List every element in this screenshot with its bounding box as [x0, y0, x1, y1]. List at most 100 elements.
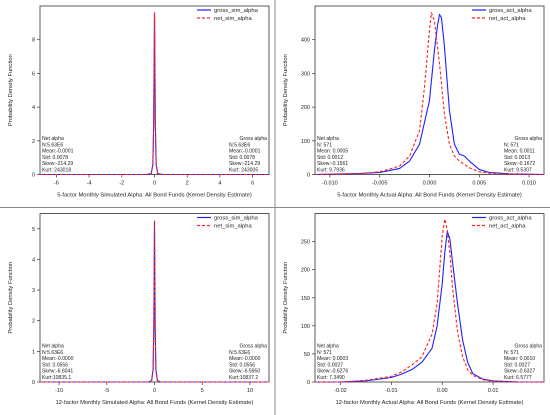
- stats-net-line: Mean:-0.0000: [42, 356, 74, 362]
- stats-net-line: Skew:-0.1561: [317, 161, 348, 167]
- stats-gross-line: N:5.63E6: [229, 350, 250, 356]
- y-tick-label: 0: [307, 380, 310, 386]
- stats-net-line: Std: 0.0556: [42, 362, 68, 368]
- x-tick-label: 0: [153, 181, 156, 187]
- x-axis-title: 5-factor Monthly Actual Alpha: All Bond …: [337, 193, 522, 199]
- stats-gross-line: Kurt:10837.2: [229, 375, 258, 381]
- stats-net-line: Kurt: 243018: [42, 168, 71, 174]
- stats-net-line: Kurt: 7.3490: [317, 375, 345, 381]
- x-tick-label: -5: [104, 388, 109, 394]
- legend-label-net_act_alpha: net_act_alpha: [489, 224, 526, 230]
- y-tick-label: 8: [32, 38, 35, 44]
- y-axis-title: Probability Density Function: [283, 54, 289, 126]
- stats-net-line: N: 571: [317, 142, 332, 148]
- x-tick-label: -0.005: [372, 181, 388, 187]
- stats-gross-line: Skew:-6.5950: [229, 369, 260, 375]
- legend-label-net_act_alpha: net_act_alpha: [489, 16, 526, 22]
- stats-net-line: Mean: 0.0003: [317, 356, 348, 362]
- x-tick-label: -10: [55, 388, 63, 394]
- stats-net-line: N:5.63E6: [42, 142, 63, 148]
- y-tick-label: 4: [32, 105, 35, 111]
- stats-gross-line: Skew:-214.29: [229, 161, 260, 167]
- y-axis-title: Probability Density Function: [283, 262, 289, 334]
- series-line-gross_act_alpha: [314, 13, 545, 176]
- y-tick-label: 100: [301, 139, 310, 145]
- stats-gross-title: Gross alpha: [515, 344, 543, 350]
- x-tick-label: 0.00: [437, 388, 448, 394]
- chart-panel-4: 0 50 100 150 200 250 -0.02 -0.01 0.00 0.01 12-fact…: [283, 213, 545, 406]
- x-tick-label: -0.010: [322, 181, 338, 187]
- stats-gross-line: Skew:-0.6327: [504, 369, 535, 375]
- stats-net-title: Net alpha: [42, 344, 64, 350]
- x-tick-label: -0.01: [385, 388, 398, 394]
- stats-gross-line: Mean: 0.0010: [504, 356, 535, 362]
- y-tick-label: 50: [304, 352, 310, 358]
- x-axis-title: 12-factor Monthly Simulated Alpha: All B…: [56, 400, 254, 406]
- stats-gross-line: Mean: 0.0011: [504, 149, 535, 155]
- x-tick-label: 0.010: [522, 181, 536, 187]
- series-line-net_sim_alpha: [40, 12, 269, 176]
- chart-panel-3: 0 1 2 3 4 5 -10 -5 0 5 10 12-factor Monthly Simulat…: [8, 213, 270, 406]
- y-tick-label: 100: [301, 324, 310, 330]
- y-tick-label: 200: [301, 105, 310, 111]
- stats-net-line: Skew:-214.29: [42, 161, 73, 167]
- stats-gross-line: Std: 0.0027: [504, 362, 530, 368]
- y-tick-label: 2: [32, 139, 35, 145]
- legend-label-gross_act_alpha: gross_act_alpha: [489, 216, 532, 222]
- series-line-net_act_alpha: [314, 12, 545, 176]
- stats-gross-line: Std: 0.0078: [229, 155, 255, 161]
- y-tick-label: 250: [301, 240, 310, 246]
- stats-net-line: N: 571: [317, 350, 332, 356]
- stats-net-line: N:5.63E6: [42, 350, 63, 356]
- stats-gross-line: N: 571: [504, 142, 519, 148]
- y-tick-label: 0: [32, 380, 35, 386]
- x-tick-label: 0.000: [423, 181, 437, 187]
- stats-gross-line: Kurt: 9.5307: [504, 168, 532, 174]
- y-axis-title: Probability Density Function: [8, 262, 14, 334]
- stats-gross-title: Gross alpha: [240, 136, 268, 142]
- y-tick-label: 3: [32, 288, 35, 294]
- y-tick-label: 0: [307, 173, 310, 179]
- x-tick-label: 2: [186, 181, 189, 187]
- legend-label-gross_act_alpha: gross_act_alpha: [489, 8, 532, 14]
- stats-gross-line: N:5.63E6: [229, 142, 250, 148]
- y-tick-label: 0: [32, 173, 35, 179]
- stats-gross-line: Kurt: 243005: [229, 168, 258, 174]
- stats-gross-title: Gross alpha: [515, 136, 543, 142]
- x-tick-label: -2: [119, 181, 124, 187]
- stats-gross-line: Std: 0.0556: [229, 362, 255, 368]
- legend-label-gross_sim_alpha: gross_sim_alpha: [214, 216, 259, 222]
- y-axis-title: Probability Density Function: [8, 54, 14, 126]
- stats-net-line: Mean:-0.0001: [42, 149, 74, 155]
- stats-gross-line: Mean:-0.0001: [229, 149, 261, 155]
- stats-net-line: Std: 0.0078: [42, 155, 68, 161]
- stats-net-line: Std: 0.0012: [317, 155, 343, 161]
- stats-net-line: Kurt:10835.1: [42, 375, 71, 381]
- stats-gross-title: Gross alpha: [240, 344, 268, 350]
- stats-net-line: Skew:-6.6041: [42, 369, 73, 375]
- series-line-net_sim_alpha: [40, 220, 269, 383]
- x-tick-label: -6: [54, 181, 59, 187]
- stats-net-line: Kurt: 9.7936: [317, 168, 345, 174]
- series-line-net_act_alpha: [315, 218, 544, 383]
- x-tick-label: 6: [251, 181, 254, 187]
- chart-panel-2: 0 100 200 300 400 -0.010 -0.005 0.000 0.005 0.010…: [283, 5, 545, 199]
- stats-net-title: Net alpha: [317, 136, 339, 142]
- stats-net-line: Mean: 0.0005: [317, 149, 348, 155]
- x-tick-label: 0: [153, 388, 156, 394]
- chart-panel-1: 0 2 4 6 8 -6 -4 -2 0 2 4 6 5-factor Monthly Simulate…: [8, 5, 270, 199]
- x-axis-title: 12-factor Monthly Actual Alpha: All Bond…: [336, 400, 524, 406]
- x-tick-label: -4: [87, 181, 92, 187]
- stats-net-line: Std: 0.0027: [317, 362, 343, 368]
- x-tick-label: -0.02: [334, 388, 347, 394]
- stats-net-line: Skew:-0.6276: [317, 369, 348, 375]
- y-tick-label: 4: [32, 257, 35, 263]
- x-tick-label: 5: [201, 388, 204, 394]
- series-line-gross_act_alpha: [315, 230, 544, 383]
- legend-label-net_sim_alpha: net_sim_alpha: [214, 16, 252, 22]
- stats-gross-line: Std: 0.0013: [504, 155, 530, 161]
- stats-net-title: Net alpha: [317, 344, 339, 350]
- x-tick-label: 4: [218, 181, 221, 187]
- legend-label-net_sim_alpha: net_sim_alpha: [214, 224, 252, 230]
